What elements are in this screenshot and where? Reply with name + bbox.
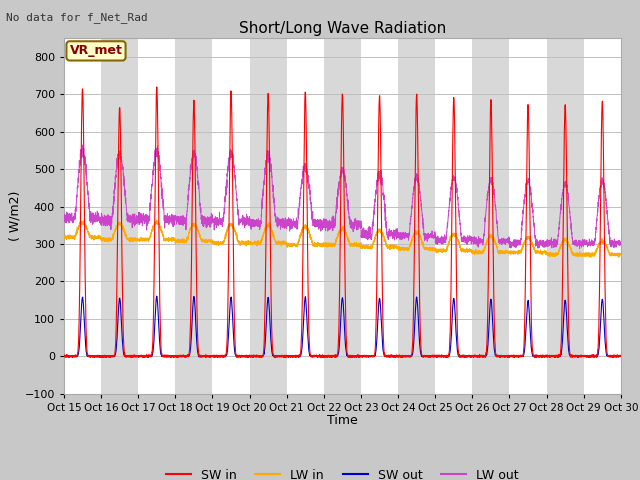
Text: No data for f_Net_Rad: No data for f_Net_Rad xyxy=(6,12,148,23)
Y-axis label: ( W/m2): ( W/m2) xyxy=(9,191,22,241)
Bar xyxy=(250,38,287,394)
Bar xyxy=(547,38,584,394)
Text: VR_met: VR_met xyxy=(70,44,122,58)
Bar xyxy=(398,38,435,394)
Bar xyxy=(472,38,509,394)
Bar xyxy=(101,38,138,394)
Legend: SW in, LW in, SW out, LW out: SW in, LW in, SW out, LW out xyxy=(161,464,524,480)
Title: Short/Long Wave Radiation: Short/Long Wave Radiation xyxy=(239,21,446,36)
X-axis label: Time: Time xyxy=(327,414,358,427)
Bar xyxy=(175,38,212,394)
Bar xyxy=(324,38,361,394)
